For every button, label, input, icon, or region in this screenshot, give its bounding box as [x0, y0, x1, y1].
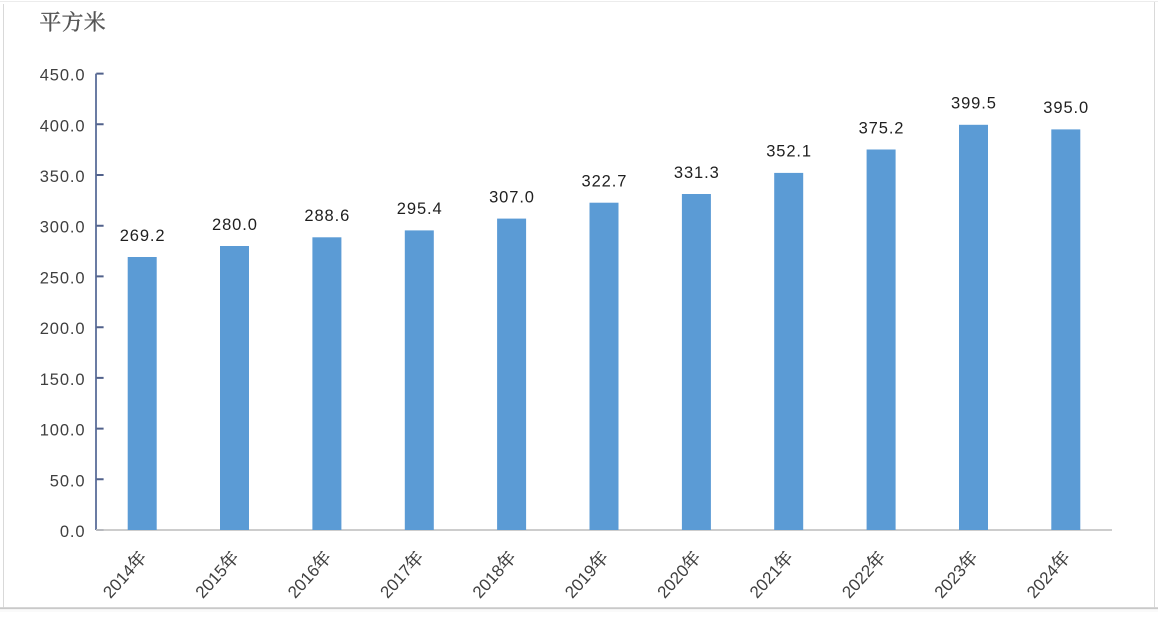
svg-text:269.2: 269.2	[120, 227, 166, 245]
svg-text:307.0: 307.0	[489, 188, 535, 206]
svg-text:250.0: 250.0	[40, 269, 86, 287]
svg-text:322.7: 322.7	[582, 173, 628, 191]
svg-text:350.0: 350.0	[40, 168, 86, 186]
svg-text:331.3: 331.3	[674, 164, 720, 182]
svg-text:352.1: 352.1	[766, 143, 812, 161]
svg-text:100.0: 100.0	[40, 422, 86, 440]
svg-text:395.0: 395.0	[1043, 99, 1089, 117]
svg-text:450.0: 450.0	[40, 67, 86, 85]
svg-text:280.0: 280.0	[212, 216, 258, 234]
svg-text:200.0: 200.0	[40, 320, 86, 338]
svg-text:300.0: 300.0	[40, 219, 86, 237]
svg-text:400.0: 400.0	[40, 117, 86, 135]
svg-text:399.5: 399.5	[951, 95, 997, 113]
svg-text:50.0: 50.0	[50, 472, 86, 490]
svg-text:288.6: 288.6	[304, 207, 350, 225]
svg-text:150.0: 150.0	[40, 371, 86, 389]
svg-text:295.4: 295.4	[397, 200, 443, 218]
svg-text:375.2: 375.2	[859, 119, 905, 137]
svg-text:0.0: 0.0	[60, 523, 86, 541]
